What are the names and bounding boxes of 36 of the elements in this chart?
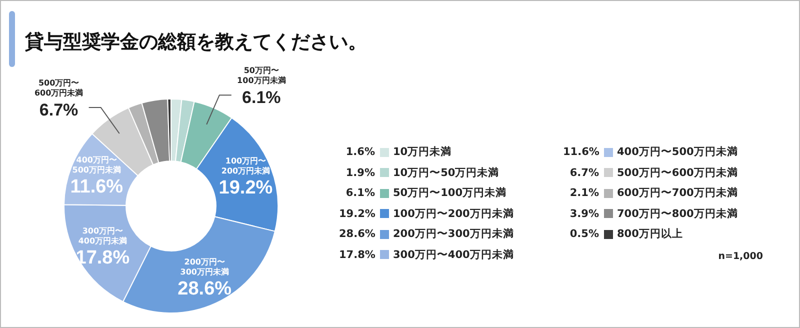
data-label: 17.8% (76, 248, 130, 269)
legend-label: 100万円〜200万円未満 (393, 206, 514, 221)
data-label: 0.5% (568, 228, 599, 240)
legend-label: 10万円未満 (393, 145, 452, 160)
data-label: 1.6% (344, 146, 375, 158)
legend-label: 50万円〜100万円未満 (393, 186, 507, 200)
slice-label: 500万円〜600万円未満 (34, 78, 84, 98)
slice-label: 300万円〜400万円未満 (78, 226, 128, 246)
chart-title: 貸与型奨学金の総額を教えてください。 (25, 30, 367, 55)
data-label: 6.7% (39, 100, 78, 120)
data-label: 28.6% (178, 278, 232, 300)
text: 28.6% (339, 228, 376, 240)
slice-label: 400万円〜500万円未満 (72, 156, 121, 175)
legend-label: 300万円〜400万円未満 (393, 248, 514, 262)
text: 11.6% (563, 146, 600, 158)
data-label: 19.2% (218, 178, 273, 198)
legend-label: 500万円〜600万円未満 (617, 166, 738, 180)
text: 17.8% (339, 248, 376, 261)
slice-label: 200万円〜300万円未満 (180, 258, 229, 277)
legend-label: 200万円〜300万円未満 (393, 227, 514, 242)
data-label: 2.1% (568, 187, 599, 200)
legend-label: 400万円〜500万円未満 (617, 145, 738, 160)
legend-label: 10万円〜50万円未満 (393, 166, 500, 180)
slice-label: 100万円〜200万円未満 (221, 156, 270, 176)
text: 19.2% (339, 208, 376, 220)
text: 6.7% (570, 166, 599, 179)
text: n=1,000 (717, 250, 763, 262)
legend-label: 700万円〜800万円未満 (617, 206, 738, 221)
legend-label: 600万円〜700万円未満 (617, 186, 738, 200)
legend-label: 800万円以上 (617, 227, 683, 242)
slice-label: 50万円〜100万円未満 (237, 66, 286, 86)
text: 6.1% (346, 187, 375, 200)
data-label: 11.6% (70, 176, 124, 198)
data-label: 1.9% (344, 166, 375, 179)
data-label: 3.9% (568, 208, 599, 220)
data-label: 6.1% (242, 88, 281, 108)
